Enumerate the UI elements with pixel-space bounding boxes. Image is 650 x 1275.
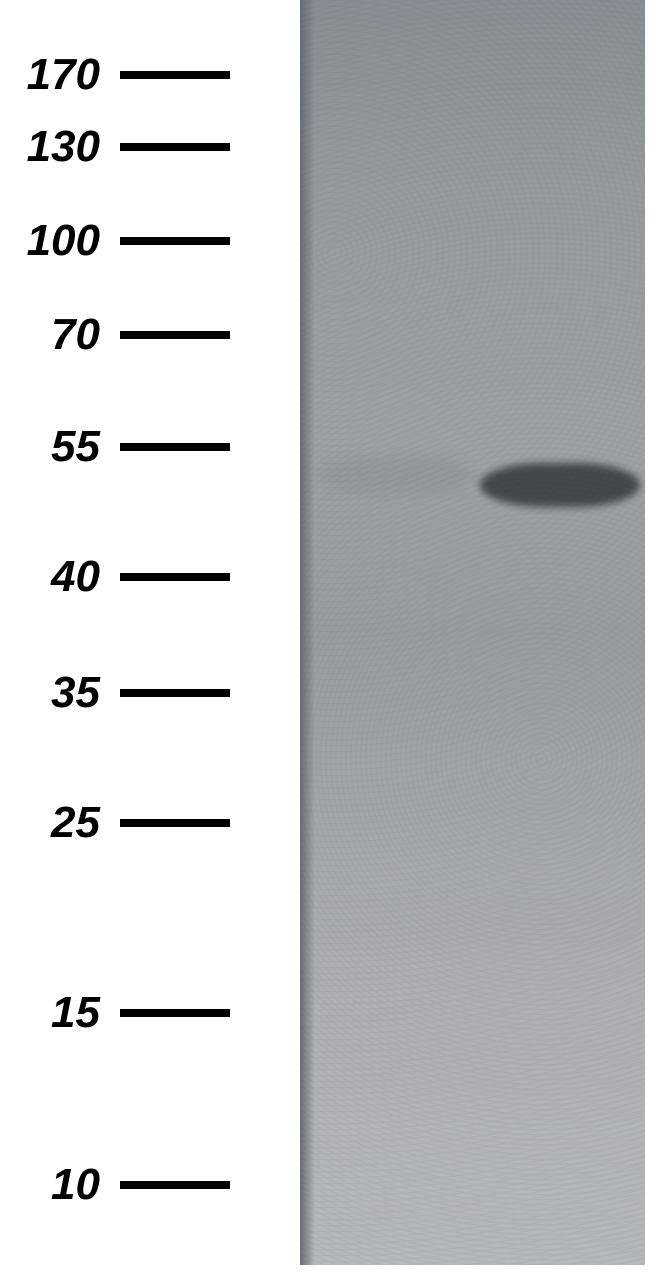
- marker-170: 170: [0, 50, 300, 100]
- western-blot-figure: 170 130 100 70 55 40 35 25 15 10: [0, 0, 650, 1275]
- blot-background: [300, 0, 645, 1265]
- marker-label-25: 25: [0, 798, 120, 848]
- marker-40: 40: [0, 552, 300, 602]
- marker-130: 130: [0, 122, 300, 172]
- marker-tick-10: [120, 1181, 230, 1189]
- marker-tick-25: [120, 819, 230, 827]
- marker-tick-35: [120, 689, 230, 697]
- marker-tick-100: [120, 237, 230, 245]
- marker-label-35: 35: [0, 668, 120, 718]
- marker-55: 55: [0, 422, 300, 472]
- marker-tick-55: [120, 443, 230, 451]
- marker-35: 35: [0, 668, 300, 718]
- marker-10: 10: [0, 1160, 300, 1210]
- marker-label-130: 130: [0, 122, 120, 172]
- marker-70: 70: [0, 310, 300, 360]
- marker-label-40: 40: [0, 552, 120, 602]
- marker-tick-15: [120, 1009, 230, 1017]
- marker-label-70: 70: [0, 310, 120, 360]
- marker-tick-170: [120, 71, 230, 79]
- blot-membrane: [300, 0, 645, 1265]
- marker-100: 100: [0, 216, 300, 266]
- molecular-weight-ladder: 170 130 100 70 55 40 35 25 15 10: [0, 0, 300, 1275]
- blot-noise-overlay: [300, 0, 645, 1265]
- marker-label-15: 15: [0, 988, 120, 1038]
- marker-25: 25: [0, 798, 300, 848]
- marker-label-100: 100: [0, 216, 120, 266]
- marker-tick-130: [120, 143, 230, 151]
- marker-15: 15: [0, 988, 300, 1038]
- marker-tick-40: [120, 573, 230, 581]
- marker-label-170: 170: [0, 50, 120, 100]
- marker-label-55: 55: [0, 422, 120, 472]
- marker-label-10: 10: [0, 1160, 120, 1210]
- marker-tick-70: [120, 331, 230, 339]
